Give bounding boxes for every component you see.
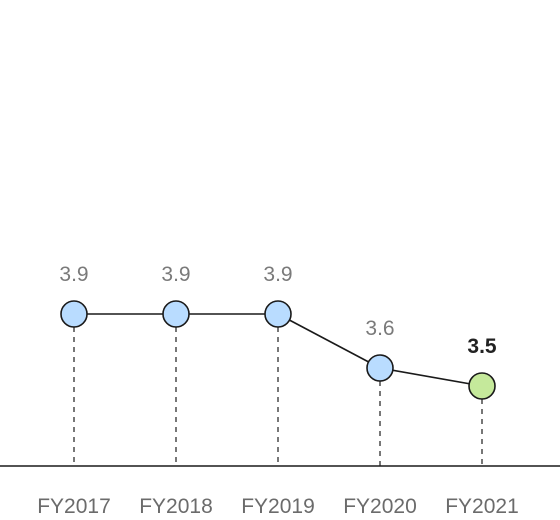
series-line xyxy=(74,313,483,387)
data-label: 3.9 xyxy=(161,263,190,286)
data-labels: 3.9 3.9 3.9 3.6 3.5 xyxy=(59,263,497,358)
highlight-data-point xyxy=(468,372,496,400)
data-point xyxy=(366,354,394,382)
x-tick-label: FY2018 xyxy=(139,495,213,518)
data-point xyxy=(264,300,292,328)
data-label: 3.9 xyxy=(263,263,292,286)
data-point xyxy=(60,300,88,328)
data-label: 3.9 xyxy=(59,263,88,286)
x-tick-labels: FY2017 FY2018 FY2019 FY2020 FY2021 xyxy=(37,495,519,518)
line-segment xyxy=(277,313,381,369)
data-points xyxy=(60,300,496,400)
data-label: 3.5 xyxy=(467,335,497,358)
x-tick-label: FY2017 xyxy=(37,495,111,518)
line-segment xyxy=(379,367,483,387)
drop-lines xyxy=(73,327,483,466)
x-tick-label: FY2021 xyxy=(445,495,519,518)
data-point xyxy=(162,300,190,328)
x-tick-label: FY2019 xyxy=(241,495,315,518)
data-label: 3.6 xyxy=(365,317,394,340)
x-tick-label: FY2020 xyxy=(343,495,417,518)
